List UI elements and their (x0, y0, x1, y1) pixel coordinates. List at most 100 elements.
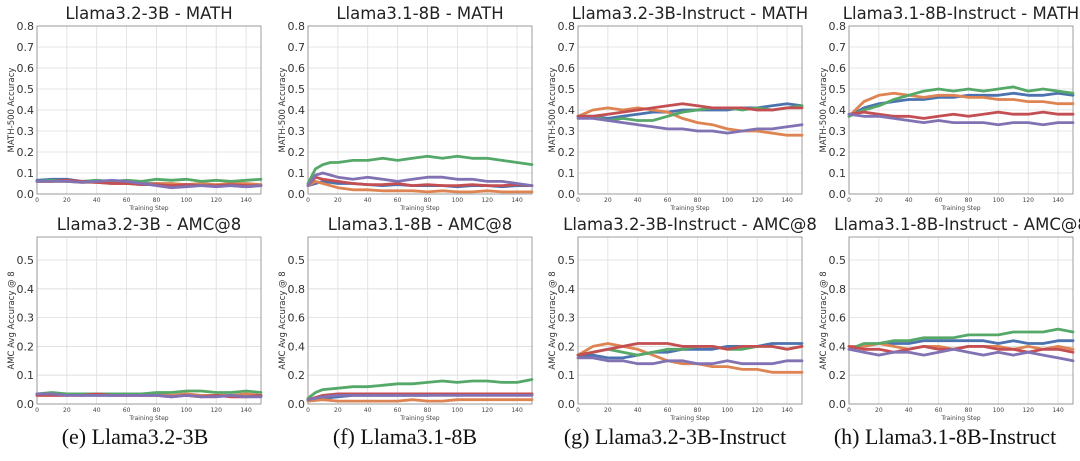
x-tick-label: 20 (604, 407, 612, 414)
x-axis-label: Training Step (128, 415, 168, 422)
series-line-green (847, 327, 1075, 351)
x-tick-label: 140 (1052, 197, 1064, 204)
y-tick-label: 0.8 (288, 20, 306, 33)
x-tick-label: 120 (210, 407, 222, 414)
y-tick-label: 0.2 (288, 369, 306, 382)
y-tick-label: 0.2 (17, 340, 35, 353)
series-line-red (576, 342, 804, 357)
x-tick-label: 140 (1052, 407, 1064, 414)
series-line-orange (847, 91, 1075, 118)
x-tick-label: 60 (935, 407, 943, 414)
x-tick-label: 0 (306, 407, 310, 414)
x-tick-label: 120 (1022, 407, 1034, 414)
x-tick-label: 120 (481, 197, 493, 204)
x-tick-label: 100 (993, 197, 1005, 204)
x-tick-label: 100 (452, 407, 464, 414)
x-tick-label: 80 (965, 197, 973, 204)
series-line-purple (576, 117, 804, 135)
x-tick-label: 40 (93, 197, 101, 204)
y-tick-label: 0.1 (829, 167, 847, 180)
y-tick-label: 0.8 (558, 20, 576, 33)
caption-g: (g) Llama3.2-3B-Instruct (563, 424, 787, 449)
series-line-purple (576, 356, 804, 366)
y-tick-label: 0.0 (288, 188, 306, 201)
y-tick-label: 0.4 (829, 104, 847, 117)
panel-4: Llama3.1-8B-Instruct - MATH 0.0 0.1 0.2 0.3 0… (819, 4, 1079, 212)
y-axis-label: MATH-500 Accuracy (278, 68, 288, 153)
caption-h: (h) Llama3.1-8B-Instruct (833, 424, 1057, 449)
x-axis-label: Training Step (399, 415, 439, 422)
x-axis-label: Training Step (128, 205, 168, 212)
y-tick-label: 0.4 (558, 283, 576, 296)
x-tick-label: 0 (35, 197, 39, 204)
panel-title: Llama3.2-3B - AMC@8 (57, 215, 242, 234)
x-tick-label: 120 (210, 197, 222, 204)
x-tick-label: 120 (481, 407, 493, 414)
caption-f: (f) Llama3.1-8B (332, 424, 478, 449)
y-tick-label: 0.4 (17, 283, 35, 296)
y-axis-label: MATH-500 Accuracy (819, 68, 829, 153)
y-tick-label: 0.7 (829, 41, 847, 54)
y-tick-label: 0.3 (17, 312, 35, 325)
y-tick-label: 0.0 (558, 188, 576, 201)
plot-frame (577, 25, 803, 195)
y-axis-label: AMC Avg Accuracy @ 8 (278, 271, 288, 369)
series-line-red (847, 344, 1075, 354)
x-axis-label: Training Step (399, 205, 439, 212)
series-line-red (306, 175, 534, 188)
y-tick-label: 0.4 (17, 104, 35, 117)
x-tick-label: 20 (334, 197, 342, 204)
x-tick-label: 80 (424, 197, 432, 204)
x-tick-label: 60 (935, 197, 943, 204)
plot-frame (848, 25, 1074, 195)
plot-frame (307, 25, 533, 195)
x-tick-label: 100 (181, 407, 193, 414)
y-tick-label: 0.6 (829, 62, 847, 75)
y-tick-label: 0.3 (558, 125, 576, 138)
x-axis-label: Training Step (940, 205, 980, 212)
x-tick-label: 100 (452, 197, 464, 204)
y-tick-label: 0.2 (558, 146, 576, 159)
x-tick-label: 40 (364, 197, 372, 204)
series-line-purple (35, 178, 263, 190)
y-tick-label: 0.6 (829, 312, 847, 325)
x-tick-label: 80 (424, 407, 432, 414)
x-tick-label: 120 (751, 197, 763, 204)
y-tick-label: 0.2 (829, 146, 847, 159)
x-tick-label: 80 (694, 197, 702, 204)
series-line-orange (576, 106, 804, 137)
y-axis-label: AMC Avg Accuracy @ 8 (548, 271, 558, 369)
series-line-purple (35, 392, 263, 399)
x-tick-label: 60 (123, 407, 131, 414)
y-tick-label: 0.1 (17, 167, 35, 180)
series-line-orange (576, 342, 804, 374)
y-tick-label: 0.7 (288, 41, 306, 54)
x-tick-label: 140 (781, 197, 793, 204)
plot-frame (848, 236, 1074, 405)
y-tick-label: 0.5 (288, 254, 306, 267)
x-tick-label: 140 (511, 407, 523, 414)
x-tick-label: 40 (634, 407, 642, 414)
y-tick-label: 0.6 (288, 62, 306, 75)
y-tick-label: 0.0 (829, 188, 847, 201)
y-tick-label: 0.5 (17, 83, 35, 96)
x-tick-label: 140 (240, 407, 252, 414)
plot-frame (36, 25, 262, 195)
x-tick-label: 40 (364, 407, 372, 414)
y-tick-label: 0.5 (558, 83, 576, 96)
y-tick-label: 0.8 (829, 20, 847, 33)
y-tick-label: 0.5 (288, 83, 306, 96)
panel-8: Llama3.1-8B-Instruct - AMC@8 0.0 0.2 0.4 0.6… (819, 215, 1080, 422)
x-tick-label: 0 (847, 407, 851, 414)
panel-7: Llama3.2-3B-Instruct - AMC@8 0.0 0.1 0.2 0.3… (548, 215, 817, 422)
x-tick-label: 80 (153, 407, 161, 414)
x-tick-label: 60 (394, 407, 402, 414)
x-tick-label: 0 (306, 197, 310, 204)
x-tick-label: 0 (576, 197, 580, 204)
panel-3: Llama3.2-3B-Instruct - MATH 0.0 0.1 0.2 0.3 0… (548, 4, 808, 212)
panel-title: Llama3.2-3B-Instruct - AMC@8 (563, 215, 817, 234)
y-tick-label: 0.2 (288, 146, 306, 159)
y-tick-label: 0.0 (558, 398, 576, 411)
y-tick-label: 0.6 (558, 62, 576, 75)
y-axis-label: MATH-500 Accuracy (548, 68, 558, 153)
